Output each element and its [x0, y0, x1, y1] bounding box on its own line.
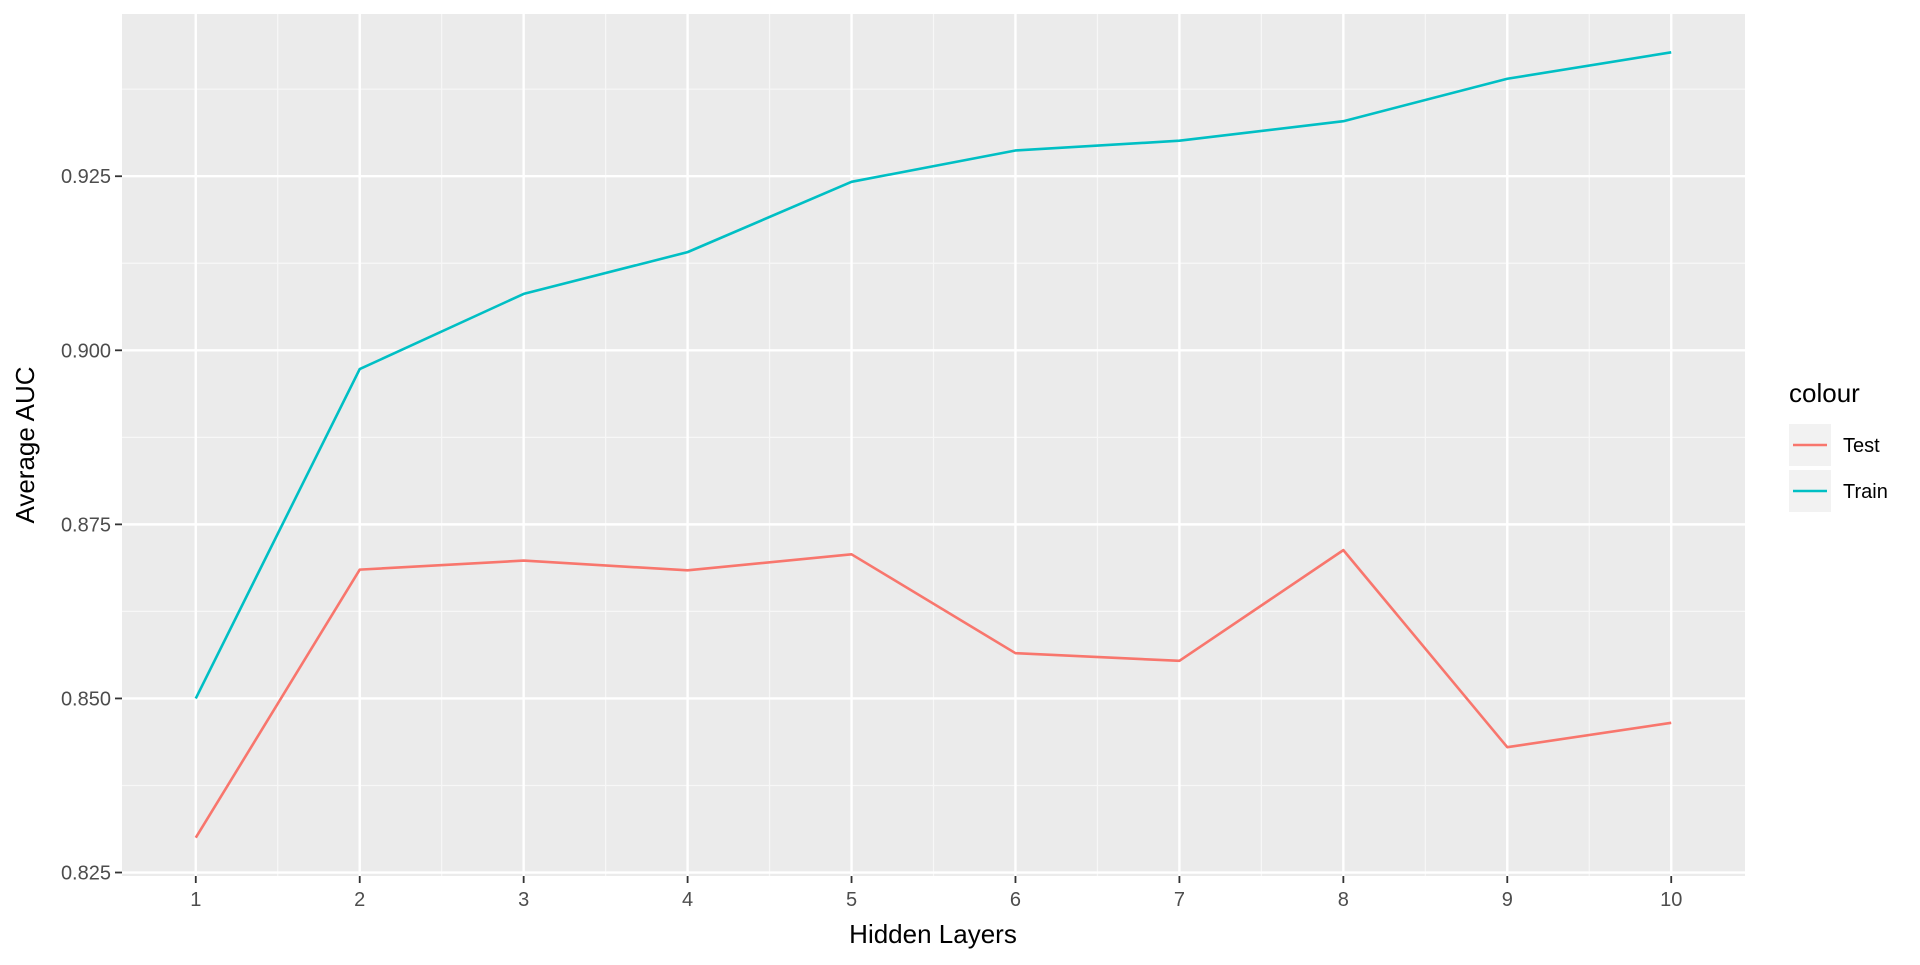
x-axis-title: Hidden Layers: [849, 919, 1017, 949]
legend-items: Test Train: [1789, 424, 1888, 512]
legend-title: colour: [1789, 378, 1860, 408]
y-axis: 0.825 0.850 0.875 0.900 0.925: [61, 166, 122, 885]
y-tick-label: 0.925: [61, 166, 111, 188]
series-line-test: [194, 548, 1672, 839]
x-tick-label: 9: [1502, 889, 1513, 911]
y-tick-label: 0.900: [61, 340, 111, 362]
major-gridlines: [122, 14, 1745, 876]
x-tick-label: 2: [354, 889, 365, 911]
legend-label-test: Test: [1843, 435, 1880, 457]
series-lines: [194, 51, 1672, 839]
x-tick-label: 4: [682, 889, 693, 911]
legend: colour Test Train: [1789, 378, 1888, 512]
y-axis-title: Average AUC: [10, 366, 40, 523]
y-tick-label: 0.875: [61, 514, 111, 536]
x-tick-label: 3: [518, 889, 529, 911]
y-tick-label: 0.850: [61, 688, 111, 710]
x-tick-label: 1: [190, 889, 201, 911]
x-tick-label: 8: [1338, 889, 1349, 911]
series-line-train: [194, 51, 1672, 700]
x-axis: 1 2 3 4 5 6 7 8 9 10: [190, 876, 1682, 911]
x-tick-label: 10: [1660, 889, 1682, 911]
x-tick-label: 6: [1010, 889, 1021, 911]
x-tick-label: 5: [846, 889, 857, 911]
x-tick-label: 7: [1174, 889, 1185, 911]
minor-gridlines: [122, 14, 1745, 876]
y-tick-label: 0.825: [61, 863, 111, 885]
legend-label-train: Train: [1843, 481, 1888, 503]
